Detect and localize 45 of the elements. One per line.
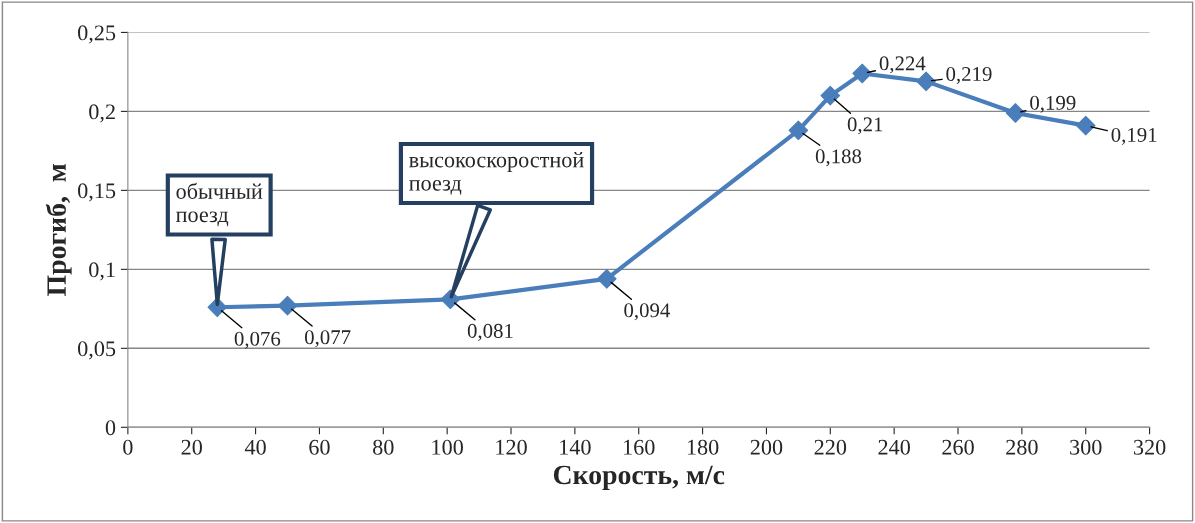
x-tick-label: 40 <box>244 439 266 455</box>
y-tick-label: 0,25 <box>78 25 116 44</box>
point <box>788 120 809 141</box>
y-tick-label: 0 <box>105 420 116 436</box>
data-label: 0,188 <box>815 149 862 167</box>
y-tick-label: 0,2 <box>89 104 115 123</box>
data-label: 0,094 <box>624 303 671 321</box>
x-tick-label: 240 <box>878 439 910 455</box>
point <box>916 71 936 92</box>
x-tick-label: 160 <box>624 439 655 455</box>
point <box>852 63 873 84</box>
x-tick-label: 280 <box>1006 439 1038 455</box>
point <box>820 85 841 106</box>
y-tick-label: 0,15 <box>78 183 116 202</box>
x-tick-label: 300 <box>1070 439 1102 455</box>
x-tick-label: 260 <box>942 439 974 455</box>
y-axis-title: Прогиб, м <box>45 164 72 296</box>
data-label: 0,199 <box>1030 95 1076 113</box>
x-tick-label: 320 <box>1133 439 1166 455</box>
data-label: 0,081 <box>467 323 513 341</box>
x-axis-title: Скорость, м/с <box>553 465 725 490</box>
data-label: 0,077 <box>304 330 351 348</box>
y-tick-label: 0,05 <box>78 341 116 360</box>
data-label: 0,191 <box>1111 127 1157 145</box>
x-tick-label: 120 <box>496 439 527 455</box>
x-tick-label: 20 <box>181 439 202 455</box>
point <box>596 268 617 289</box>
x-tick-label: 60 <box>309 439 330 455</box>
point <box>277 295 298 316</box>
x-tick-label: 100 <box>432 439 463 455</box>
data-label: 0,224 <box>879 56 926 74</box>
annotation: обычный поезд <box>176 182 263 227</box>
x-tick-label: 0 <box>123 439 133 455</box>
x-tick-label: 140 <box>560 439 591 455</box>
annotation: высокоскоростной поезд <box>409 152 584 195</box>
x-tick-label: 200 <box>750 439 783 455</box>
point <box>1005 103 1026 123</box>
x-tick-label: 80 <box>373 439 394 455</box>
point <box>1075 115 1096 136</box>
x-tick-label: 220 <box>814 439 847 455</box>
y-tick-label: 0,1 <box>89 262 115 281</box>
data-label: 0,21 <box>847 117 883 135</box>
data-label: 0,076 <box>234 331 281 349</box>
data-label: 0,219 <box>946 66 992 85</box>
x-tick-label: 180 <box>687 439 719 455</box>
